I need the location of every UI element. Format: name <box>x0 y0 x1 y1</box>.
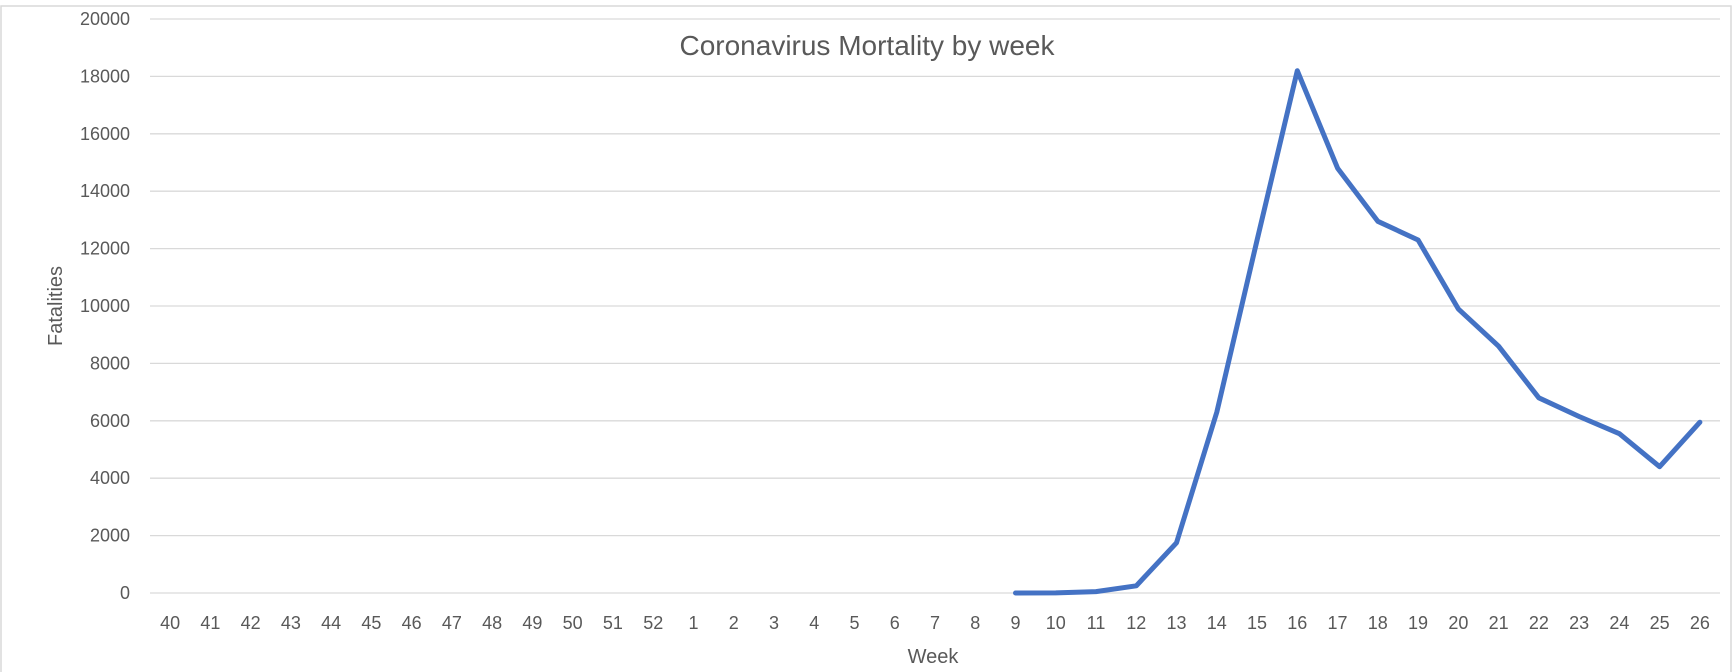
x-tick-label: 49 <box>522 613 542 633</box>
x-tick-label: 7 <box>930 613 940 633</box>
data-point-week-18 <box>1375 219 1380 224</box>
x-tick-label: 24 <box>1609 613 1629 633</box>
y-tick-label: 14000 <box>80 181 130 201</box>
x-axis-label: Week <box>908 646 960 668</box>
x-tick-label: 25 <box>1650 613 1670 633</box>
y-tick-label: 2000 <box>90 526 130 546</box>
y-tick-label: 8000 <box>90 353 130 373</box>
x-tick-label: 16 <box>1287 613 1307 633</box>
data-point-week-10 <box>1053 590 1058 595</box>
data-point-week-26 <box>1697 420 1702 425</box>
y-tick-label: 20000 <box>80 9 130 29</box>
series-lines <box>1013 68 1703 596</box>
x-tick-label: 41 <box>200 613 220 633</box>
x-tick-label: 20 <box>1448 613 1468 633</box>
x-tick-label: 12 <box>1126 613 1146 633</box>
series-line-0 <box>1013 68 1703 596</box>
x-tick-label: 45 <box>361 613 381 633</box>
y-tick-label: 0 <box>120 583 130 603</box>
x-tick-label: 13 <box>1167 613 1187 633</box>
x-tick-label: 9 <box>1011 613 1021 633</box>
x-tick-label: 5 <box>849 613 859 633</box>
x-tick-label: 3 <box>769 613 779 633</box>
x-tick-label: 46 <box>402 613 422 633</box>
x-tick-label: 48 <box>482 613 502 633</box>
x-tick-label: 47 <box>442 613 462 633</box>
x-tick-label: 52 <box>643 613 663 633</box>
data-point-week-20 <box>1456 306 1461 311</box>
data-point-week-9 <box>1013 591 1018 596</box>
data-point-week-12 <box>1134 583 1139 588</box>
y-tick-label: 12000 <box>80 239 130 259</box>
y-axis-ticks: 0 2000 4000 6000 8000 10000 12000 14000 16000 180… <box>80 9 130 603</box>
data-point-week-22 <box>1536 395 1541 400</box>
x-tick-label: 42 <box>241 613 261 633</box>
x-tick-label: 1 <box>688 613 698 633</box>
x-tick-label: 11 <box>1087 613 1106 633</box>
x-tick-label: 44 <box>321 613 341 633</box>
data-point-week-15 <box>1255 237 1260 242</box>
x-tick-label: 43 <box>281 613 301 633</box>
y-tick-label: 10000 <box>80 296 130 316</box>
y-axis-label: Fatalities <box>45 266 67 346</box>
data-point-week-23 <box>1577 414 1582 419</box>
x-tick-label: 23 <box>1569 613 1589 633</box>
data-point-week-21 <box>1496 344 1501 349</box>
x-tick-label: 50 <box>563 613 583 633</box>
x-tick-label: 8 <box>970 613 980 633</box>
y-tick-label: 18000 <box>80 66 130 86</box>
x-tick-label: 17 <box>1328 613 1348 633</box>
chart-frame <box>0 5 1732 672</box>
data-point-week-14 <box>1214 410 1219 415</box>
data-point-week-16 <box>1295 68 1300 73</box>
data-point-week-13 <box>1174 540 1179 545</box>
chart-title: Coronavirus Mortality by week <box>679 30 1055 61</box>
x-tick-label: 15 <box>1247 613 1267 633</box>
x-tick-label: 22 <box>1529 613 1549 633</box>
gridlines <box>150 18 1720 594</box>
x-tick-label: 18 <box>1368 613 1388 633</box>
y-tick-label: 4000 <box>90 468 130 488</box>
data-point-week-11 <box>1094 589 1099 594</box>
y-tick-label: 16000 <box>80 124 130 144</box>
x-tick-label: 2 <box>729 613 739 633</box>
x-tick-label: 14 <box>1207 613 1227 633</box>
data-point-week-24 <box>1617 431 1622 436</box>
x-tick-label: 19 <box>1408 613 1428 633</box>
y-tick-label: 6000 <box>90 411 130 431</box>
x-tick-label: 26 <box>1690 613 1710 633</box>
x-tick-label: 10 <box>1046 613 1066 633</box>
x-tick-label: 40 <box>160 613 180 633</box>
x-tick-label: 51 <box>603 613 623 633</box>
data-point-week-25 <box>1657 464 1662 469</box>
data-point-week-17 <box>1335 166 1340 171</box>
x-tick-label: 4 <box>809 613 819 633</box>
x-tick-label: 21 <box>1489 613 1509 633</box>
x-tick-label: 6 <box>890 613 900 633</box>
x-axis-ticks: 40 41 42 43 44 45 46 47 48 49 50 51 52 1 2 3 4 5 6 7 8 9 10 11 1… <box>160 613 1710 633</box>
data-point-week-19 <box>1416 237 1421 242</box>
